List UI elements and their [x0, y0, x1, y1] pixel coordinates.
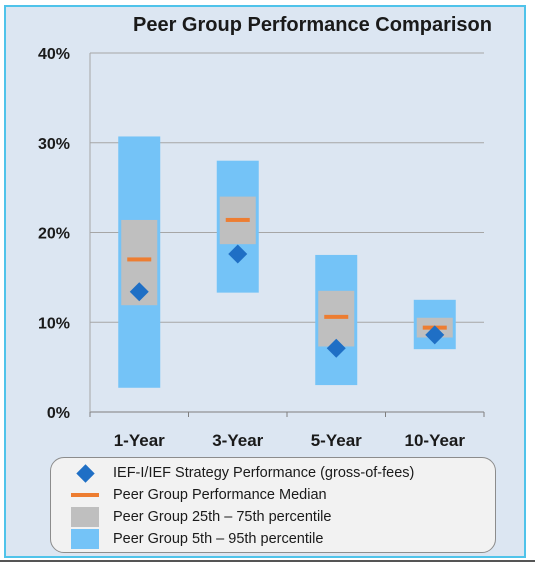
- strategy-point: [228, 244, 248, 264]
- y-tick-label: 20%: [38, 226, 70, 243]
- y-tick-label: 0%: [47, 405, 70, 422]
- median-marker: [225, 217, 250, 222]
- legend-dash-marker: [71, 485, 99, 505]
- x-tick-label: 5-Year: [311, 431, 362, 450]
- legend-item-range: Peer Group 5th – 95th percentile: [71, 528, 495, 550]
- legend-label-range: Peer Group 5th – 95th percentile: [113, 531, 324, 547]
- legend-gray-box-marker: [71, 507, 99, 527]
- strategy-point: [326, 338, 346, 358]
- x-tick-label: 1-Year: [114, 431, 165, 450]
- y-tick-label: 40%: [38, 46, 70, 63]
- strategy-point: [425, 325, 445, 345]
- x-tick-label: 10-Year: [405, 431, 466, 450]
- median-marker: [324, 314, 349, 319]
- legend-item-median: Peer Group Performance Median: [71, 484, 495, 506]
- x-tick-label: 3-Year: [212, 431, 263, 450]
- chart-title: Peer Group Performance Comparison: [133, 14, 492, 36]
- median-marker: [127, 257, 152, 262]
- strategy-point: [129, 282, 149, 302]
- legend-label-iqr: Peer Group 25th – 75th percentile: [113, 509, 332, 525]
- legend-diamond-marker: [71, 463, 99, 483]
- legend-item-strategy: IEF-I/IEF Strategy Performance (gross-of…: [71, 462, 495, 484]
- legend-label-strategy: IEF-I/IEF Strategy Performance (gross-of…: [113, 465, 415, 481]
- y-tick-label: 10%: [38, 315, 70, 332]
- legend-label-median: Peer Group Performance Median: [113, 487, 327, 503]
- legend-blue-box-marker: [71, 529, 99, 549]
- chart-legend: IEF-I/IEF Strategy Performance (gross-of…: [50, 457, 496, 553]
- bottom-rule: [0, 560, 535, 562]
- legend-item-iqr: Peer Group 25th – 75th percentile: [71, 506, 495, 528]
- y-tick-label: 30%: [38, 136, 70, 153]
